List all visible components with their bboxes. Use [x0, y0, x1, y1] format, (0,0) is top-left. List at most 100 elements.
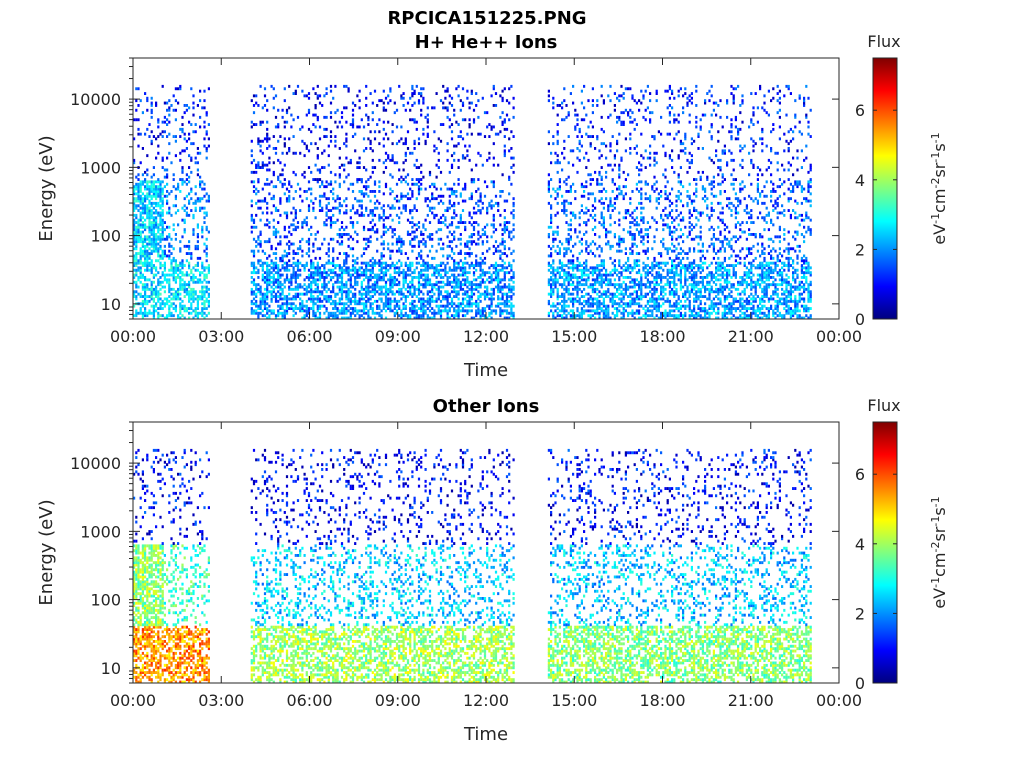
flux-cell: [199, 185, 202, 189]
flux-cell: [367, 228, 370, 232]
flux-cell: [161, 221, 164, 224]
flux-cell: [477, 276, 480, 279]
flux-cell: [196, 307, 199, 310]
flux-cell: [468, 283, 471, 287]
flux-cell: [453, 190, 456, 193]
flux-cell: [457, 309, 460, 313]
flux-cell: [409, 261, 412, 265]
flux-cell: [426, 292, 429, 296]
flux-cell: [417, 299, 421, 303]
flux-cell: [137, 118, 140, 122]
flux-cell: [382, 170, 385, 174]
flux-cell: [201, 302, 204, 306]
flux-cell: [299, 209, 302, 212]
flux-cell: [409, 290, 412, 294]
flux-cell: [475, 287, 478, 291]
flux-cell: [163, 244, 166, 248]
flux-cell: [472, 264, 476, 267]
flux-cell: [380, 216, 383, 220]
flux-cell: [585, 185, 588, 189]
flux-cell: [314, 316, 317, 320]
flux-cell: [305, 299, 308, 303]
flux-cell: [574, 264, 577, 267]
flux-cell: [354, 295, 357, 298]
flux-cell: [468, 247, 471, 251]
flux-cell: [146, 242, 149, 246]
flux-cell: [587, 273, 590, 277]
flux-cell: [457, 280, 460, 284]
flux-cell: [406, 264, 410, 267]
flux-cell: [378, 213, 381, 217]
flux-cell: [481, 311, 484, 315]
flux-cell: [305, 276, 308, 279]
flux-cell: [188, 199, 191, 203]
flux-cell: [150, 244, 153, 248]
flux-cell: [312, 113, 315, 117]
flux-cell: [461, 283, 465, 287]
flux-cell: [135, 271, 138, 275]
flux-cell: [177, 87, 180, 91]
flux-cell: [329, 170, 333, 174]
flux-cell: [168, 99, 171, 103]
flux-cell: [556, 271, 559, 275]
flux-cell: [137, 235, 140, 239]
flux-cell: [347, 297, 350, 301]
flux-cell: [422, 261, 425, 265]
flux-cell: [318, 101, 322, 105]
flux-cell: [457, 292, 460, 296]
flux-cell: [259, 292, 262, 296]
flux-cell: [159, 180, 162, 184]
flux-cell: [501, 228, 504, 232]
flux-cell: [477, 199, 480, 203]
flux-cell: [338, 287, 341, 291]
flux-cell: [144, 309, 147, 313]
flux-cell: [279, 135, 282, 138]
flux-cell: [303, 175, 306, 179]
flux-cell: [277, 242, 280, 246]
flux-cell: [591, 228, 594, 232]
flux-cell: [255, 295, 258, 298]
flux-cell: [166, 235, 169, 239]
flux-cell: [486, 240, 489, 244]
flux-cell: [428, 199, 432, 203]
flux-cell: [172, 268, 175, 272]
flux-cell: [457, 237, 460, 241]
flux-cell: [307, 149, 311, 153]
flux-cell: [552, 290, 555, 294]
flux-cell: [137, 204, 140, 208]
flux-cell: [583, 287, 586, 291]
flux-cell: [349, 302, 352, 306]
flux-cell: [453, 287, 456, 291]
flux-cell: [316, 168, 319, 172]
flux-cell: [323, 280, 326, 284]
flux-cell: [373, 194, 377, 198]
flux-cell: [266, 240, 269, 244]
flux-cell: [334, 120, 337, 124]
flux-cell: [367, 290, 370, 294]
flux-cell: [600, 285, 603, 289]
flux-cell: [288, 259, 291, 263]
flux-cell: [139, 233, 142, 236]
flux-cell: [141, 287, 144, 291]
flux-cell: [505, 302, 509, 306]
flux-cell: [203, 302, 206, 306]
flux-cell: [250, 199, 253, 203]
flux-cell: [266, 307, 269, 310]
flux-cell: [148, 135, 151, 138]
flux-cell: [252, 283, 256, 287]
flux-cell: [501, 99, 504, 103]
flux-cell: [177, 297, 180, 301]
flux-cell: [296, 261, 300, 265]
flux-cell: [378, 216, 381, 220]
flux-cell: [338, 235, 341, 239]
flux-cell: [468, 211, 471, 215]
flux-cell: [261, 268, 264, 272]
flux-cell: [556, 297, 559, 301]
flux-cell: [585, 113, 588, 117]
flux-cell: [133, 290, 136, 294]
flux-cell: [345, 316, 348, 320]
flux-cell: [185, 182, 188, 186]
flux-cell: [437, 228, 440, 232]
flux-cell: [190, 252, 193, 255]
flux-cell: [563, 304, 566, 308]
